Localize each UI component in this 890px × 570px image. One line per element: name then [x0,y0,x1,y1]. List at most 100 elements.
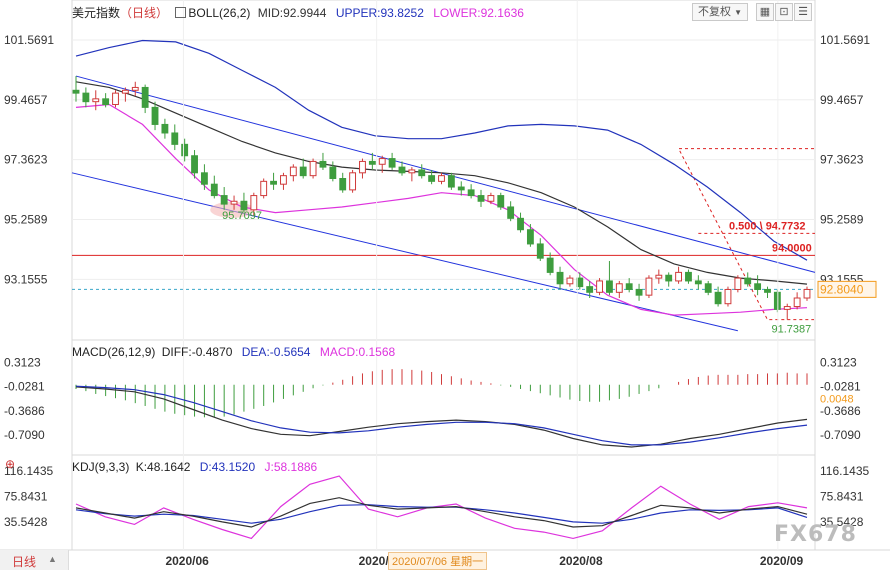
candle-body [378,158,386,165]
macd-pane-header: MACD(26,12,9) DIFF:-0.4870 DEA:-0.5654 M… [72,345,395,359]
macd-dea-line [75,385,808,446]
candle-body [497,195,505,208]
chart-mode-icon[interactable]: ▦ [756,3,774,21]
candle-body [329,166,337,179]
date-tick-label: 2020/09 [760,554,804,568]
candle-body [250,195,258,211]
boll-lower-line [75,103,808,316]
crosshair-icon[interactable]: ⊕ [5,457,16,471]
candle-body [447,175,455,188]
candle-body [655,274,663,279]
chevron-down-icon: ▼ [734,8,742,17]
candle-body [635,288,643,296]
candle-body [645,277,653,296]
candle-body [210,183,218,197]
candle-body [102,98,110,106]
candle-body [467,189,475,197]
period-button-label: 日线 [12,555,37,569]
boll-mid-line [75,81,808,285]
last-price-value: 92.8040 [820,282,864,296]
candle-body [141,86,149,108]
low-annotation: 95.7097 [222,210,262,222]
candle-body [220,195,228,205]
main-pane-header: 美元指数（日线） BOLL(26,2) MID:92.9944 UPPER:93… [72,4,524,21]
candle-body [536,243,544,259]
zoom-icon[interactable]: ⊡ [775,3,793,21]
price-tick-label-left: 99.4657 [4,93,48,107]
kdj-k-value: K:48.1642 [135,460,191,474]
candle-body [438,175,445,182]
candle-body [685,271,692,282]
boll-upper-line [75,39,808,261]
candle-body [92,98,100,103]
candle-body [606,280,613,293]
candle-body [418,169,426,177]
macd-tick-label-right: -0.0281 [820,380,861,394]
candle-body [556,271,564,285]
period-selector[interactable]: 日线 ▲ [0,550,69,570]
trend-channel-bottom [71,172,738,332]
candle-body [299,166,307,177]
candle-body [517,217,524,231]
macd-dea-value: DEA:-0.5654 [241,345,311,359]
kdj-tick-label-left: 35.5428 [4,515,48,529]
candle-body [121,89,129,94]
macd-tick-label-left: -0.7090 [4,428,45,442]
price-tick-label-right: 97.3623 [820,153,864,167]
candle-body [72,89,80,94]
fibonacci-box [677,148,814,321]
candle-body [171,132,179,145]
boll-lower-value: LOWER:92.1636 [433,6,524,20]
kdj-k-line [75,497,808,528]
candle-body [398,166,406,174]
candle-body [675,271,683,282]
boll-mid-value: MID:92.9944 [257,6,327,20]
candle-body [566,277,574,285]
fib-level-annotation: 0.500 \ 94.7732 [729,220,805,232]
candle-body [714,291,722,305]
macd-diff-line [75,386,808,448]
price-tick-label-right: 101.5691 [820,33,870,47]
candle-body [487,195,495,202]
candle-body [754,283,762,290]
candle-body [181,143,189,157]
candle-body [724,288,732,305]
symbol-name: 美元指数 [72,6,121,20]
settings-icon[interactable]: ☰ [794,3,812,21]
level-94-annotation: 94.0000 [772,242,812,254]
kdj-j-line [75,475,808,540]
price-tick-label-left: 93.1555 [4,272,48,286]
candle-body [339,178,347,191]
price-tick-label-right: 95.2589 [820,213,864,227]
candle-body [625,283,633,290]
macd-label[interactable]: MACD(26,12,9) [72,345,156,359]
candle-body [744,277,752,285]
boll-indicator-label[interactable]: BOLL(26,2) [175,6,250,20]
candle-body [546,257,554,273]
boll-params: BOLL(26,2) [188,6,251,20]
candle-body [368,160,376,165]
kdj-tick-label-left: 75.8431 [4,489,48,503]
price-tick-label-left: 101.5691 [4,33,54,47]
period-label: （日线） [120,6,169,20]
candle-body [507,206,515,219]
macd-tick-label-left: -0.3686 [4,404,45,418]
indicator-settings-icon[interactable] [175,7,187,18]
candle-body [161,123,169,134]
price-adjust-select[interactable]: 不复权 ▼ [692,3,748,21]
candle-body [526,229,534,245]
candle-body [428,175,436,182]
candle-body [615,283,623,293]
crosshair-date-tag: 2020/07/06 星期一 [388,552,488,570]
kdj-label[interactable]: KDJ(9,3,3) [72,460,130,474]
candle-body [260,180,268,197]
kdj-j-value: J:58.1886 [264,460,318,474]
price-tick-label-left: 95.2589 [4,213,48,227]
date-tick-label: 2020/06 [165,554,209,568]
kdj-d-value: D:43.1520 [199,460,256,474]
macd-tick-label-right: -0.7090 [820,428,861,442]
candle-body [151,106,159,125]
candle-body [230,200,238,205]
candle-body [596,280,603,293]
